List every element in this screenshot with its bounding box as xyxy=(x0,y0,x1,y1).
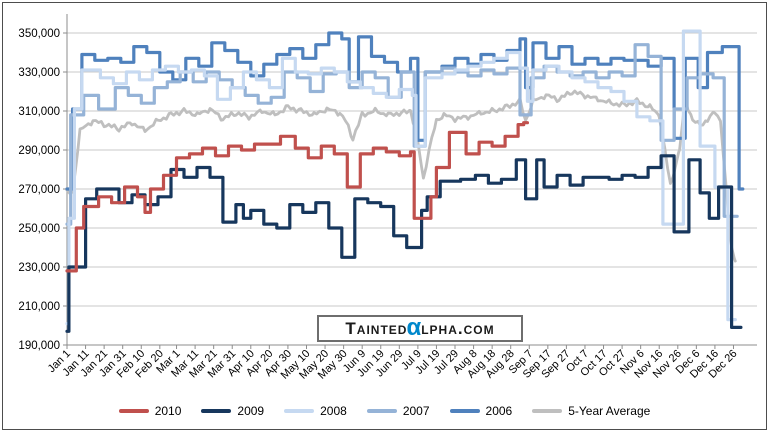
y-axis-label: 270,000 xyxy=(18,184,60,196)
y-axis-label: 350,000 xyxy=(18,28,60,40)
legend-label: 2008 xyxy=(320,404,347,418)
legend-swatch-icon xyxy=(118,409,149,413)
y-axis-label: 190,000 xyxy=(18,340,60,352)
y-axis-label: 250,000 xyxy=(18,223,60,235)
chart-legend: 2010 2009 2008 2007 2006 5-Year Average xyxy=(0,399,769,423)
legend-item-2010: 2010 xyxy=(118,404,182,418)
y-axis-label: 210,000 xyxy=(18,301,60,313)
y-axis-label: 290,000 xyxy=(18,145,60,157)
legend-swatch-icon xyxy=(366,409,397,413)
legend-swatch-icon xyxy=(284,409,315,413)
series-line-2007 xyxy=(65,43,739,226)
y-axis-label: 330,000 xyxy=(18,67,60,79)
watermark-text-trailing: lpha.com xyxy=(421,319,495,338)
watermark: Tainted α lpha.com xyxy=(317,315,523,342)
legend-item-2009: 2009 xyxy=(201,404,264,418)
legend-swatch-icon xyxy=(201,409,232,413)
series-line-2008 xyxy=(65,29,737,326)
legend-label: 2010 xyxy=(154,404,182,418)
legend-item-2006: 2006 xyxy=(449,404,513,418)
legend-label: 2006 xyxy=(485,404,513,418)
legend-item-5-year-average: 5-Year Average xyxy=(532,404,650,418)
watermark-text-leading: Tainted xyxy=(345,319,408,338)
legend-label: 2009 xyxy=(237,404,265,418)
series-line-5-year-average xyxy=(65,89,737,263)
series-line-2010 xyxy=(65,121,529,273)
legend-swatch-icon xyxy=(532,409,563,413)
legend-swatch-icon xyxy=(449,409,480,413)
y-axis-label: 230,000 xyxy=(18,262,60,274)
watermark-alpha-glyph: α xyxy=(406,313,423,341)
series-line-2009 xyxy=(65,154,743,333)
y-axis-label: 310,000 xyxy=(18,106,60,118)
legend-label: 2007 xyxy=(402,404,430,418)
legend-item-2007: 2007 xyxy=(366,404,430,418)
legend-label: 5-Year Average xyxy=(568,404,651,418)
legend-item-2008: 2008 xyxy=(284,404,347,418)
